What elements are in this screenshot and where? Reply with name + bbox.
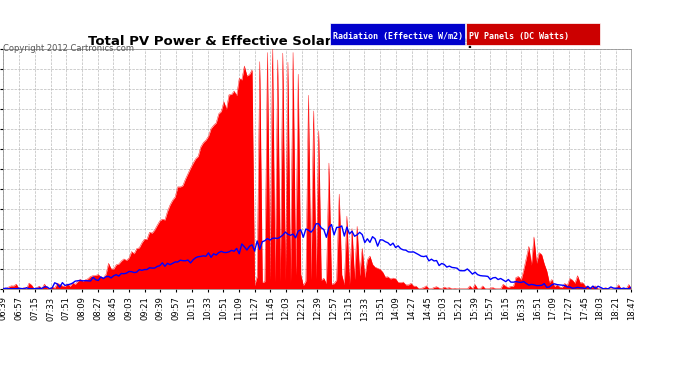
Text: Copyright 2012 Cartronics.com: Copyright 2012 Cartronics.com	[3, 44, 135, 52]
Text: Radiation (Effective W/m2): Radiation (Effective W/m2)	[333, 32, 464, 41]
Title: Total PV Power & Effective Solar Radiation Mon Sep 17 18:51: Total PV Power & Effective Solar Radiati…	[88, 34, 546, 48]
Text: PV Panels (DC Watts): PV Panels (DC Watts)	[469, 32, 569, 41]
